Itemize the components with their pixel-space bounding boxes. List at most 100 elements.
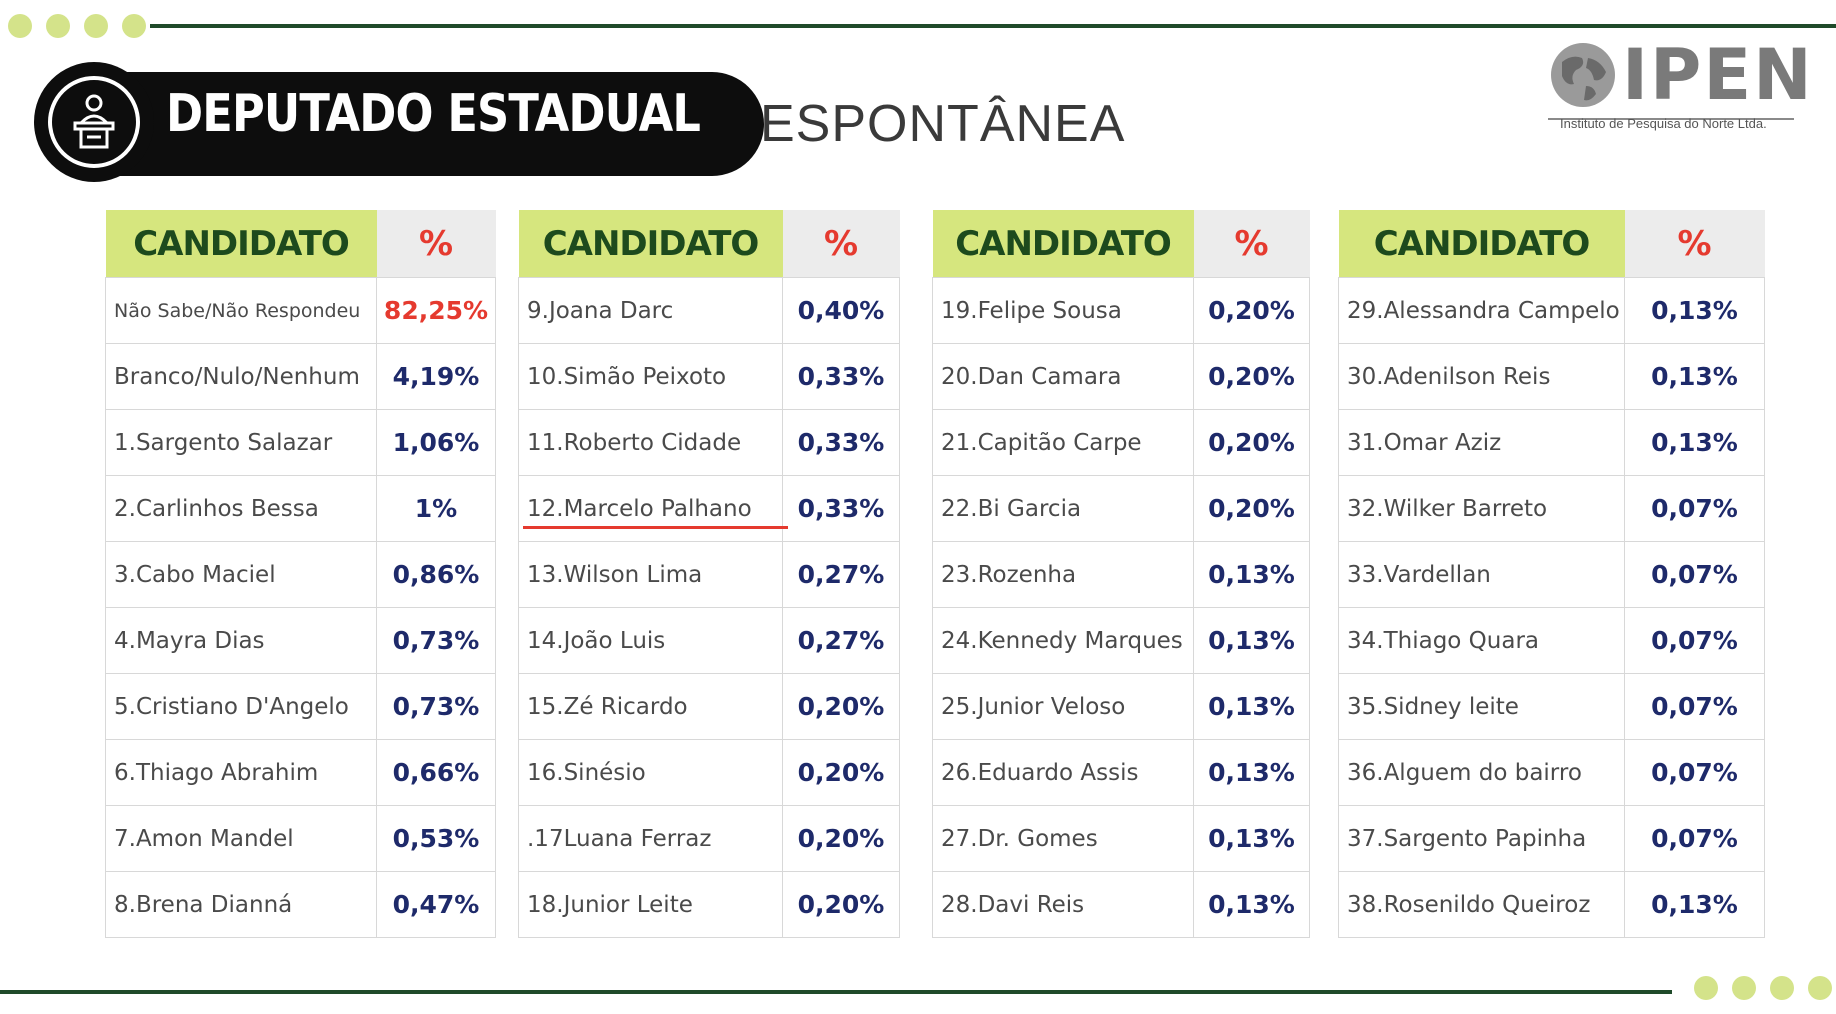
candidate-name: 6.Thiago Abrahim — [105, 739, 377, 806]
candidate-percent: 1,06% — [376, 409, 496, 476]
top-rule — [150, 24, 1836, 28]
table-row: 1.Sargento Salazar 1,06% — [105, 409, 496, 476]
candidate-percent: 0,66% — [376, 739, 496, 806]
candidate-percent: 0,53% — [376, 805, 496, 872]
table-row: 21.Capitão Carpe 0,20% — [932, 409, 1310, 476]
table-row: 22.Bi Garcia 0,20% — [932, 475, 1310, 542]
candidate-percent: 0,07% — [1624, 739, 1765, 806]
candidate-name: 26.Eduardo Assis — [932, 739, 1194, 806]
table-row: 23.Rozenha 0,13% — [932, 541, 1310, 608]
table-row: .17Luana Ferraz 0,20% — [518, 805, 900, 872]
column-header-candidate: CANDIDATO — [518, 210, 783, 278]
table-row: 20.Dan Camara 0,20% — [932, 343, 1310, 410]
table-row: 16.Sinésio 0,20% — [518, 739, 900, 806]
candidate-percent: 0,20% — [1193, 277, 1310, 344]
candidate-percent: 0,27% — [782, 607, 900, 674]
candidate-name: 8.Brena Dianná — [105, 871, 377, 938]
candidate-percent: 0,20% — [782, 871, 900, 938]
candidate-table-2: CANDIDATO % 9.Joana Darc 0,40% 10.Simão P… — [518, 210, 900, 938]
candidate-name: 11.Roberto Cidade — [518, 409, 783, 476]
table-row: 25.Junior Veloso 0,13% — [932, 673, 1310, 740]
table-row: 18.Junior Leite 0,20% — [518, 871, 900, 938]
table-row: Não Sabe/Não Respondeu 82,25% — [105, 277, 496, 344]
title-banner: DEPUTADO ESTADUAL — [18, 62, 764, 184]
candidate-percent: 1% — [376, 475, 496, 542]
candidate-name: Não Sabe/Não Respondeu — [105, 277, 377, 344]
table-row: 6.Thiago Abrahim 0,66% — [105, 739, 496, 806]
logo-tagline: Instituto de Pesquisa do Norte Ltda. — [1560, 116, 1767, 131]
candidate-name: 28.Davi Reis — [932, 871, 1194, 938]
column-header-candidate: CANDIDATO — [105, 210, 377, 278]
table-row: 3.Cabo Maciel 0,86% — [105, 541, 496, 608]
table-row: 26.Eduardo Assis 0,13% — [932, 739, 1310, 806]
ipen-logo: IPEN Instituto de Pesquisa do Norte Ltda… — [1548, 34, 1812, 136]
candidate-percent: 0,20% — [782, 739, 900, 806]
candidate-percent: 0,13% — [1193, 871, 1310, 938]
candidate-percent: 0,07% — [1624, 475, 1765, 542]
top-dots — [8, 14, 146, 38]
table-row: Branco/Nulo/Nenhum 4,19% — [105, 343, 496, 410]
candidate-percent: 0,07% — [1624, 805, 1765, 872]
candidate-name: 20.Dan Camara — [932, 343, 1194, 410]
candidate-name: Branco/Nulo/Nenhum — [105, 343, 377, 410]
table-row: 33.Vardellan 0,07% — [1338, 541, 1765, 608]
table-row: 31.Omar Aziz 0,13% — [1338, 409, 1765, 476]
candidate-percent: 0,13% — [1193, 739, 1310, 806]
candidate-percent: 0,13% — [1624, 277, 1765, 344]
candidate-name: 4.Mayra Dias — [105, 607, 377, 674]
candidate-percent: 0,86% — [376, 541, 496, 608]
table-row: 5.Cristiano D'Angelo 0,73% — [105, 673, 496, 740]
candidate-percent: 0,13% — [1193, 673, 1310, 740]
table-row: 8.Brena Dianná 0,47% — [105, 871, 496, 938]
candidate-name: 10.Simão Peixoto — [518, 343, 783, 410]
candidate-name: 12.Marcelo Palhano — [518, 475, 783, 542]
table-row: 32.Wilker Barreto 0,07% — [1338, 475, 1765, 542]
logo-wordmark: IPEN — [1622, 34, 1814, 116]
candidate-name: 30.Adenilson Reis — [1338, 343, 1625, 410]
candidate-name: 14.João Luis — [518, 607, 783, 674]
candidate-percent: 82,25% — [376, 277, 496, 344]
table-row: 24.Kennedy Marques 0,13% — [932, 607, 1310, 674]
table-row: 30.Adenilson Reis 0,13% — [1338, 343, 1765, 410]
table-row: 35.Sidney leite 0,07% — [1338, 673, 1765, 740]
candidate-name: 31.Omar Aziz — [1338, 409, 1625, 476]
candidate-name: 7.Amon Mandel — [105, 805, 377, 872]
candidate-name: 15.Zé Ricardo — [518, 673, 783, 740]
highlight-underline — [523, 526, 788, 529]
candidate-percent: 0,47% — [376, 871, 496, 938]
candidate-name: 25.Junior Veloso — [932, 673, 1194, 740]
column-header-percent: % — [1624, 210, 1765, 278]
candidate-name: 24.Kennedy Marques — [932, 607, 1194, 674]
candidate-name: 16.Sinésio — [518, 739, 783, 806]
candidate-percent: 0,20% — [782, 673, 900, 740]
candidate-percent: 0,13% — [1624, 871, 1765, 938]
candidate-percent: 0,13% — [1624, 409, 1765, 476]
candidate-name: 35.Sidney leite — [1338, 673, 1625, 740]
candidate-percent: 0,13% — [1624, 343, 1765, 410]
podium-speaker-icon — [34, 62, 154, 182]
candidate-name: 2.Carlinhos Bessa — [105, 475, 377, 542]
candidate-name: .17Luana Ferraz — [518, 805, 783, 872]
candidate-name: 23.Rozenha — [932, 541, 1194, 608]
candidate-name: 38.Rosenildo Queiroz — [1338, 871, 1625, 938]
candidate-percent: 0,33% — [782, 409, 900, 476]
candidate-table-4: CANDIDATO % 29.Alessandra Campelo 0,13% 3… — [1338, 210, 1765, 938]
candidate-name: 36.Alguem do bairro — [1338, 739, 1625, 806]
column-header-percent: % — [1193, 210, 1310, 278]
table-row: 11.Roberto Cidade 0,33% — [518, 409, 900, 476]
globe-icon — [1551, 43, 1615, 107]
candidate-percent: 0,20% — [1193, 475, 1310, 542]
table-row: 12.Marcelo Palhano 0,33% — [518, 475, 900, 542]
candidate-percent: 0,20% — [1193, 343, 1310, 410]
table-row: 13.Wilson Lima 0,27% — [518, 541, 900, 608]
table-row: 28.Davi Reis 0,13% — [932, 871, 1310, 938]
table-row: 27.Dr. Gomes 0,13% — [932, 805, 1310, 872]
table-row: 9.Joana Darc 0,40% — [518, 277, 900, 344]
page-subtitle: ESPONTÂNEA — [760, 95, 1126, 153]
candidate-name: 34.Thiago Quara — [1338, 607, 1625, 674]
candidate-percent: 0,20% — [1193, 409, 1310, 476]
candidate-name: 19.Felipe Sousa — [932, 277, 1194, 344]
candidate-name: 22.Bi Garcia — [932, 475, 1194, 542]
candidate-table-1: CANDIDATO % Não Sabe/Não Respondeu 82,25%… — [105, 210, 496, 938]
table-row: 10.Simão Peixoto 0,33% — [518, 343, 900, 410]
